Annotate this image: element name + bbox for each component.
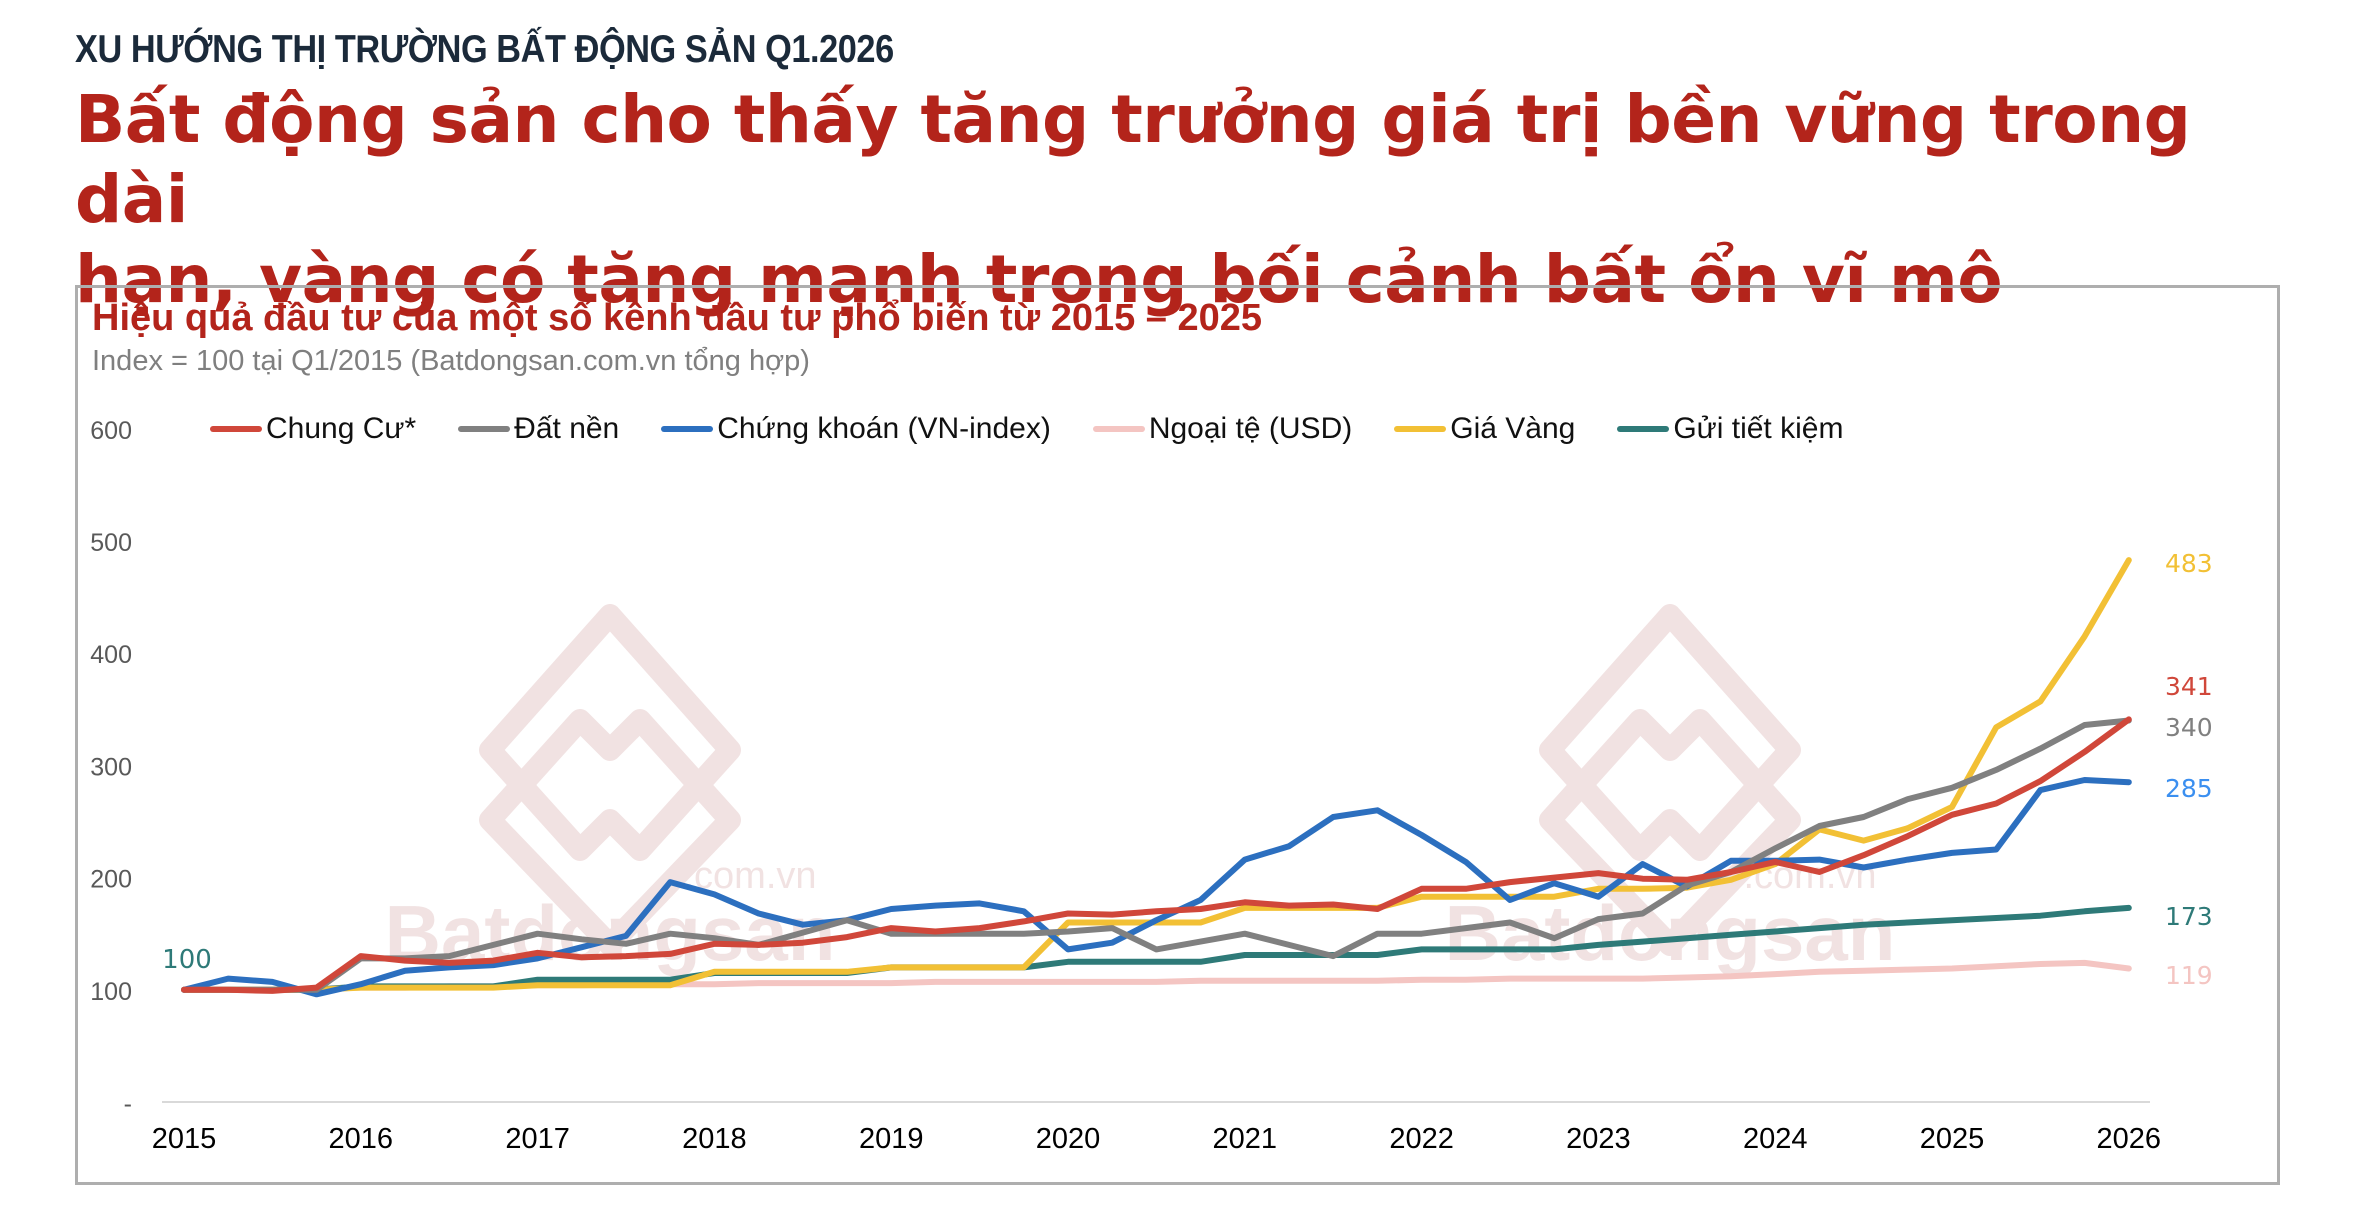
legend-label: Chứng khoán (VN-index) (717, 412, 1051, 445)
legend-line-swatch-icon (1617, 426, 1670, 432)
legend-item: Ngoại tệ (USD) (1092, 412, 1353, 446)
legend-item: Chung Cư* (210, 412, 416, 446)
x-tick-label: 2016 (329, 1123, 394, 1155)
legend-item: Đất nền (458, 412, 619, 446)
legend-item: Gửi tiết kiệm (1617, 412, 1843, 446)
legend-label: Ngoại tệ (USD) (1148, 412, 1353, 445)
x-tick-label: 2026 (2097, 1123, 2162, 1155)
headline: Bất động sản cho thấy tăng trưởng giá tr… (75, 80, 2325, 320)
legend-line-swatch-icon (210, 426, 262, 432)
watermark-logo: Batdongsan.com.vn Batdongsan.com.vn (385, 604, 1896, 977)
watermark-house-icon: Batdongsan.com.vn (1445, 604, 1896, 977)
y-tick-label: - (124, 1090, 132, 1118)
x-tick-label: 2022 (1389, 1123, 1454, 1155)
series-line-0 (181, 716, 2132, 994)
y-tick-label: 600 (90, 417, 132, 445)
chart-subtitle: Index = 100 tại Q1/2015 (Batdongsan.com.… (92, 345, 810, 377)
x-tick-label: 2023 (1566, 1123, 1631, 1155)
legend-label: Gửi tiết kiệm (1673, 412, 1844, 445)
x-tick-label: 2019 (859, 1123, 924, 1155)
y-tick-label: 200 (90, 866, 132, 894)
series-end-label: 173 (2165, 902, 2213, 931)
y-tick-label: 400 (90, 641, 132, 669)
series-end-label: 285 (2165, 774, 2213, 803)
legend-label: Chung Cư* (266, 412, 417, 445)
series-end-label: 483 (2165, 549, 2213, 578)
series-end-label: 340 (2165, 713, 2213, 742)
x-tick-label: 2018 (682, 1123, 747, 1155)
watermark-brand-text: Batdongsan (1445, 889, 1896, 977)
chart-end-labels: 100 341 340 285 119 483 173 (162, 549, 2213, 990)
x-tick-label: 2017 (505, 1123, 570, 1155)
headline-line-1: Bất động sản cho thấy tăng trưởng giá tr… (75, 81, 2191, 238)
x-tick-label: 2020 (1036, 1123, 1101, 1155)
report-supertitle: XU HƯỚNG THỊ TRƯỜNG BẤT ĐỘNG SẢN Q1.2026 (75, 28, 894, 71)
legend-label: Giá Vàng (1450, 412, 1576, 445)
legend-line-swatch-icon (458, 426, 511, 432)
x-tick-label: 2024 (1743, 1123, 1808, 1155)
series-line-1 (181, 717, 2132, 993)
x-tick-label: 2021 (1213, 1123, 1278, 1155)
legend-label: Đất nền (514, 412, 620, 445)
legend-item: Giá Vàng (1394, 412, 1575, 446)
x-tick-label: 2015 (152, 1123, 217, 1155)
series-line-2 (181, 777, 2132, 998)
chart-series (181, 557, 2132, 998)
watermark-house-icon: Batdongsan.com.vn (385, 604, 835, 977)
chart-legend: Chung Cư* Đất nền Chứng khoán (VN-index) Ng… (210, 412, 1885, 446)
legend-item: Chứng khoán (VN-index) (661, 412, 1051, 446)
y-tick-label: 300 (90, 753, 132, 781)
chart-frame (75, 285, 2280, 1185)
x-tick-label: 2025 (1920, 1123, 1985, 1155)
legend-line-swatch-icon (661, 426, 714, 432)
chart-axes: - 100 200 300 400 500 600 2015 2016 2017 2018 2019 2… (90, 417, 2161, 1155)
series-end-label: 341 (2165, 672, 2213, 701)
series-end-label: 119 (2165, 961, 2213, 990)
start-value-label: 100 (162, 945, 212, 975)
legend-line-swatch-icon (1092, 426, 1145, 432)
y-tick-label: 100 (90, 978, 132, 1006)
y-tick-label: 500 (90, 529, 132, 557)
legend-line-swatch-icon (1394, 426, 1447, 432)
headline-line-2: hạn, vàng có tăng mạnh trong bối cảnh bấ… (75, 241, 2003, 318)
chart-title: Hiệu quả đầu tư của một số kênh đầu tư p… (92, 297, 1263, 339)
